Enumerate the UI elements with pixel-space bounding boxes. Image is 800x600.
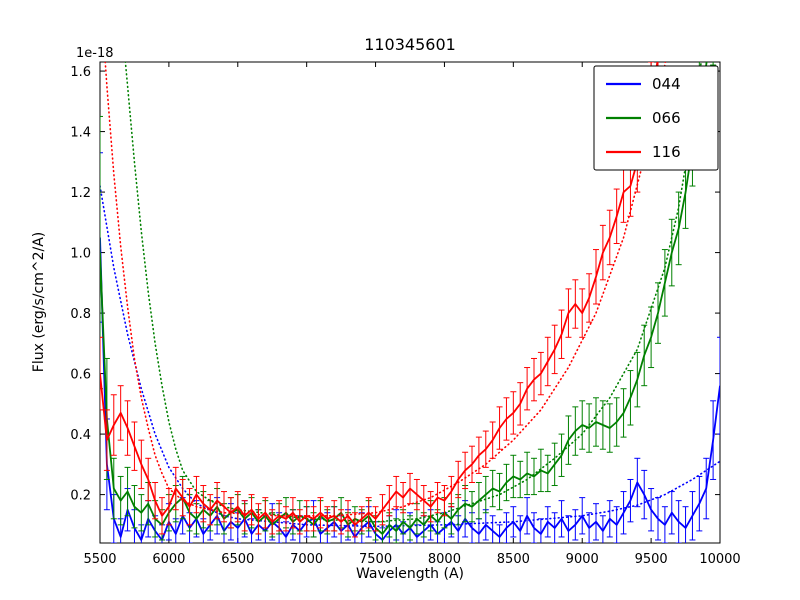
x-tick-label: 7500 — [359, 552, 392, 567]
x-tick-label: 5500 — [83, 552, 116, 567]
y-tick-label: 0.6 — [70, 368, 91, 383]
axes: 5500 6000 6500 7000 7500 8000 8500 9000 9500 1000… — [70, 61, 741, 567]
series-116 — [100, 62, 667, 538]
series-116-model-line — [104, 62, 667, 517]
legend: 044 066 116 — [593, 65, 719, 171]
x-tick-label: 9000 — [566, 552, 599, 567]
y-tick-label: 1.2 — [70, 186, 91, 201]
x-tick-label: 7000 — [290, 552, 323, 567]
legend-label-044: 044 — [652, 75, 681, 93]
legend-label-116: 116 — [652, 143, 681, 161]
y-axis-label: Flux (erg/s/cm^2/A) — [31, 232, 47, 372]
series-layer — [100, 62, 720, 543]
series-044-model-line — [100, 185, 720, 528]
x-axis-label: Wavelength (A) — [356, 566, 464, 582]
x-tick-label: 8000 — [428, 552, 461, 567]
x-tick-label: 8500 — [497, 552, 530, 567]
x-tick-label: 6000 — [152, 552, 185, 567]
legend-box — [593, 65, 719, 171]
chart-title: 110345601 — [364, 35, 456, 54]
x-tick-label: 10000 — [699, 552, 740, 567]
y-tick-label: 1.0 — [70, 247, 91, 262]
x-tick-label: 9500 — [635, 552, 668, 567]
y-tick-label: 0.2 — [70, 489, 91, 504]
y-tick-label: 1.6 — [70, 65, 91, 80]
series-116-line — [100, 62, 659, 526]
legend-label-066: 066 — [652, 109, 681, 127]
y-offset-label: 1e-18 — [76, 46, 114, 61]
y-tick-label: 1.4 — [70, 126, 91, 141]
x-tick-label: 6500 — [221, 552, 254, 567]
y-tick-label: 0.8 — [70, 307, 91, 322]
y-tick-label: 0.4 — [70, 428, 91, 443]
